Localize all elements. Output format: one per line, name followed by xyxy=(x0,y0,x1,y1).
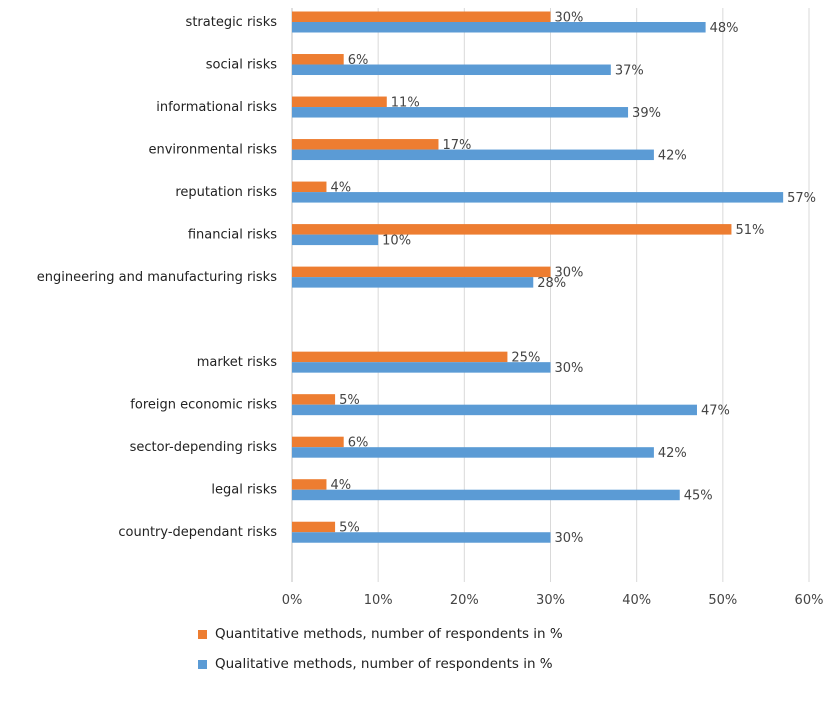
bar-quantitative xyxy=(292,224,732,235)
data-label-qualitative: 57% xyxy=(787,191,816,206)
x-tick-label: 60% xyxy=(795,593,824,608)
legend-swatch-qualitative xyxy=(198,659,207,669)
x-tick-label: 40% xyxy=(622,593,651,608)
bar-quantitative xyxy=(292,139,439,150)
bar-quantitative xyxy=(292,394,336,405)
data-label-quantitative: 25% xyxy=(511,351,540,366)
category-label: financial risks xyxy=(188,228,277,243)
bar-quantitative xyxy=(292,436,344,448)
data-label-quantitative: 11% xyxy=(391,96,420,111)
data-label-quantitative: 4% xyxy=(330,181,351,196)
bars xyxy=(292,11,784,543)
data-label-qualitative: 47% xyxy=(701,404,730,419)
category-label: foreign economic risks xyxy=(130,398,277,413)
legend-item-quantitative: Quantitative methods, number of responde… xyxy=(198,626,563,642)
category-label: social risks xyxy=(206,58,277,73)
category-label: informational risks xyxy=(156,100,277,115)
bar-qualitative xyxy=(292,192,784,203)
x-tick-label: 10% xyxy=(364,593,393,608)
category-label: environmental risks xyxy=(148,143,277,158)
data-label-qualitative: 30% xyxy=(555,361,584,376)
bar-quantitative xyxy=(292,479,327,490)
bar-quantitative xyxy=(292,96,387,108)
data-label-quantitative: 5% xyxy=(339,393,360,408)
x-tick-label: 30% xyxy=(536,593,565,608)
bar-qualitative xyxy=(292,362,551,373)
data-label-qualitative: 37% xyxy=(615,64,644,79)
data-label-qualitative: 42% xyxy=(658,446,687,461)
category-label: reputation risks xyxy=(175,185,277,200)
bar-quantitative xyxy=(292,351,508,363)
data-label-quantitative: 30% xyxy=(555,266,584,281)
legend-swatch-quantitative xyxy=(198,629,207,639)
category-label: strategic risks xyxy=(186,15,278,30)
data-label-qualitative: 45% xyxy=(684,489,713,504)
category-labels: strategic risks social risks informational… xyxy=(37,15,277,540)
bar-qualitative xyxy=(292,532,551,543)
bar-qualitative xyxy=(292,277,534,288)
category-label: sector-depending risks xyxy=(130,440,278,455)
data-label-qualitative: 39% xyxy=(632,106,661,121)
data-label-qualitative: 10% xyxy=(382,234,411,249)
category-label: country-dependant risks xyxy=(118,525,277,540)
category-label: market risks xyxy=(197,355,278,370)
bar-qualitative xyxy=(292,149,654,161)
data-label-qualitative: 30% xyxy=(555,531,584,546)
legend-item-qualitative: Qualitative methods, number of responden… xyxy=(198,656,553,672)
data-label-quantitative: 6% xyxy=(348,436,369,451)
x-tick-label: 50% xyxy=(708,593,737,608)
data-label-quantitative: 17% xyxy=(442,138,471,153)
bar-chart: 0% 10% 20% 30% 40% 50% 60% strategic risks soci… xyxy=(37,8,824,608)
bar-qualitative xyxy=(292,22,706,33)
category-label: legal risks xyxy=(211,483,277,498)
bar-qualitative xyxy=(292,404,697,416)
data-label-qualitative: 48% xyxy=(710,21,739,36)
bar-quantitative xyxy=(292,11,551,22)
category-label: engineering and manufacturing risks xyxy=(37,270,277,285)
legend-label-qualitative: Qualitative methods, number of responden… xyxy=(215,656,553,672)
data-label-quantitative: 6% xyxy=(348,53,369,68)
bar-quantitative xyxy=(292,54,344,65)
data-label-quantitative: 51% xyxy=(735,223,764,238)
data-label-qualitative: 28% xyxy=(537,276,566,291)
bar-qualitative xyxy=(292,489,680,501)
bar-quantitative xyxy=(292,266,551,278)
x-tick-label: 20% xyxy=(450,593,479,608)
x-tick-label: 0% xyxy=(282,593,303,608)
legend-label-quantitative: Quantitative methods, number of responde… xyxy=(215,626,563,642)
data-label-quantitative: 4% xyxy=(330,478,351,493)
data-label-quantitative: 5% xyxy=(339,521,360,536)
bar-quantitative xyxy=(292,181,327,193)
bar-qualitative xyxy=(292,107,629,118)
bar-qualitative xyxy=(292,64,611,76)
bar-qualitative xyxy=(292,234,379,246)
data-labels: 30%48%6%37%11%39%17%42%4%57%51%10%30%28%… xyxy=(330,11,816,547)
data-label-quantitative: 30% xyxy=(555,11,584,26)
data-label-qualitative: 42% xyxy=(658,149,687,164)
bar-qualitative xyxy=(292,447,654,458)
x-axis-ticks: 0% 10% 20% 30% 40% 50% 60% xyxy=(282,593,824,608)
bar-quantitative xyxy=(292,521,336,533)
